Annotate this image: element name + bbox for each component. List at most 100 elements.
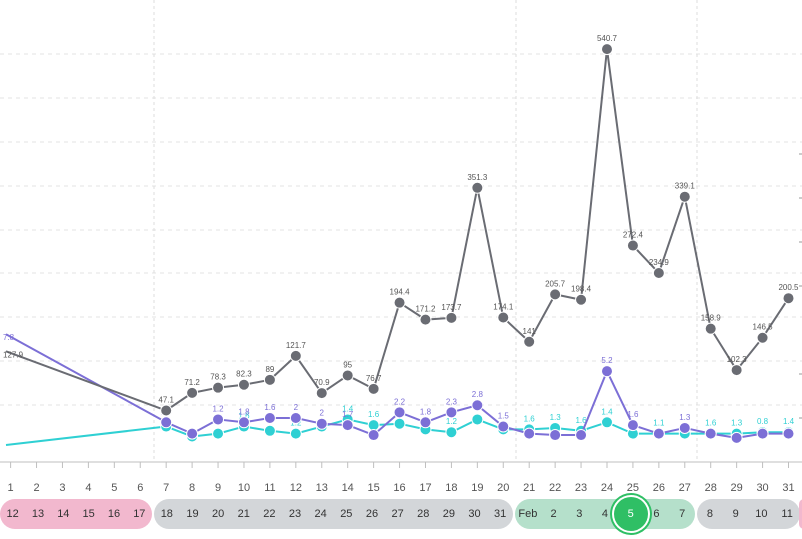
timeline-day[interactable]: 5 [627, 508, 634, 520]
x-tick-label: 13 [316, 482, 328, 494]
data-label: 1.7 [342, 410, 354, 419]
timeline-day[interactable]: 13 [31, 508, 45, 520]
data-point[interactable] [315, 387, 328, 400]
data-point[interactable] [678, 421, 691, 434]
data-point[interactable] [497, 311, 510, 324]
timeline-day[interactable]: 25 [340, 508, 353, 520]
timeline-day[interactable]: 28 [417, 508, 430, 520]
data-point[interactable] [393, 296, 406, 309]
data-point[interactable] [600, 416, 613, 429]
data-point[interactable] [367, 382, 380, 395]
timeline-day[interactable]: 17 [133, 508, 146, 520]
data-point[interactable] [523, 335, 536, 348]
timeline-day[interactable]: 20 [211, 508, 225, 520]
data-label: 0.8 [757, 417, 769, 426]
data-point[interactable] [704, 427, 717, 440]
data-point[interactable] [730, 364, 743, 377]
data-point[interactable] [212, 413, 225, 426]
timeline-day[interactable]: 26 [365, 508, 379, 520]
timeline-day[interactable]: 15 [82, 508, 95, 520]
timeline-day[interactable]: 29 [442, 508, 455, 520]
data-point[interactable] [237, 416, 250, 429]
timeline-day[interactable]: 18 [160, 508, 173, 520]
timeline-day[interactable]: 22 [263, 508, 276, 520]
timeline-day[interactable]: 12 [6, 508, 19, 520]
timeline-day[interactable]: Feb [518, 508, 538, 520]
data-point[interactable] [341, 369, 354, 382]
data-point[interactable] [263, 373, 276, 386]
data-point[interactable] [445, 406, 458, 419]
data-label: 2.2 [394, 397, 406, 406]
timeline-day[interactable]: 11 [781, 508, 793, 520]
data-point[interactable] [549, 288, 562, 301]
data-point[interactable] [626, 239, 639, 252]
timeline-day[interactable]: 9 [732, 508, 739, 520]
data-point[interactable] [263, 424, 276, 437]
data-point[interactable] [549, 429, 562, 442]
timeline-day[interactable]: 31 [494, 508, 507, 520]
data-point[interactable] [471, 413, 484, 426]
x-tick-label: 7 [163, 482, 169, 494]
data-point[interactable] [471, 181, 484, 194]
data-point[interactable] [367, 419, 380, 432]
data-point[interactable] [289, 427, 302, 440]
timeline-day[interactable]: 23 [288, 508, 302, 520]
data-point[interactable] [419, 416, 432, 429]
data-point[interactable] [730, 431, 743, 444]
data-point[interactable] [263, 412, 276, 425]
timeline-day[interactable]: 10 [755, 508, 768, 520]
timeline-day[interactable]: 21 [237, 508, 250, 520]
data-point[interactable] [289, 349, 302, 362]
timeline-day[interactable]: 27 [391, 508, 404, 520]
timeline-day[interactable]: 6 [653, 508, 660, 520]
data-point[interactable] [419, 313, 432, 326]
data-point[interactable] [471, 399, 484, 412]
data-point[interactable] [160, 416, 173, 429]
data-point[interactable] [652, 267, 665, 280]
data-point[interactable] [652, 427, 665, 440]
data-point[interactable] [186, 386, 199, 399]
data-point[interactable] [289, 412, 302, 425]
data-label: 194.4 [390, 288, 411, 297]
data-point[interactable] [393, 406, 406, 419]
data-point[interactable] [756, 427, 769, 440]
data-point[interactable] [341, 419, 354, 432]
timeline-day[interactable]: 4 [601, 508, 609, 520]
data-point[interactable] [497, 420, 510, 433]
timeline-day[interactable]: 8 [706, 508, 713, 520]
data-point[interactable] [315, 417, 328, 430]
data-point[interactable] [782, 427, 795, 440]
data-point[interactable] [678, 190, 691, 203]
data-point[interactable] [212, 381, 225, 394]
data-point[interactable] [393, 417, 406, 430]
data-label: 1.2 [446, 417, 458, 426]
x-tick-label: 6 [137, 482, 143, 494]
timeline-day[interactable]: 16 [107, 508, 121, 520]
timeline-day[interactable]: 30 [468, 508, 481, 520]
data-point[interactable] [626, 419, 639, 432]
data-label: 78.3 [210, 373, 226, 382]
data-point[interactable] [212, 427, 225, 440]
data-point[interactable] [600, 365, 613, 378]
data-point[interactable] [186, 427, 199, 440]
data-point[interactable] [575, 429, 588, 442]
timeline-day[interactable]: 3 [576, 508, 583, 520]
data-point[interactable] [445, 426, 458, 439]
data-point[interactable] [575, 293, 588, 306]
data-point[interactable] [160, 404, 173, 417]
timeline-day[interactable]: 14 [57, 508, 70, 520]
data-point[interactable] [600, 43, 613, 56]
data-point[interactable] [367, 429, 380, 442]
data-point[interactable] [782, 292, 795, 305]
data-label: 82.3 [236, 370, 252, 379]
data-point[interactable] [704, 322, 717, 335]
data-point[interactable] [756, 331, 769, 344]
timeline-day[interactable]: 19 [186, 508, 199, 520]
data-label: 1.6 [575, 416, 587, 425]
data-point[interactable] [523, 427, 536, 440]
timeline-day[interactable]: 7 [679, 508, 686, 520]
data-point[interactable] [445, 311, 458, 324]
timeline-day[interactable]: 2 [550, 508, 557, 520]
timeline-day[interactable]: 24 [314, 508, 327, 520]
data-point[interactable] [237, 378, 250, 391]
